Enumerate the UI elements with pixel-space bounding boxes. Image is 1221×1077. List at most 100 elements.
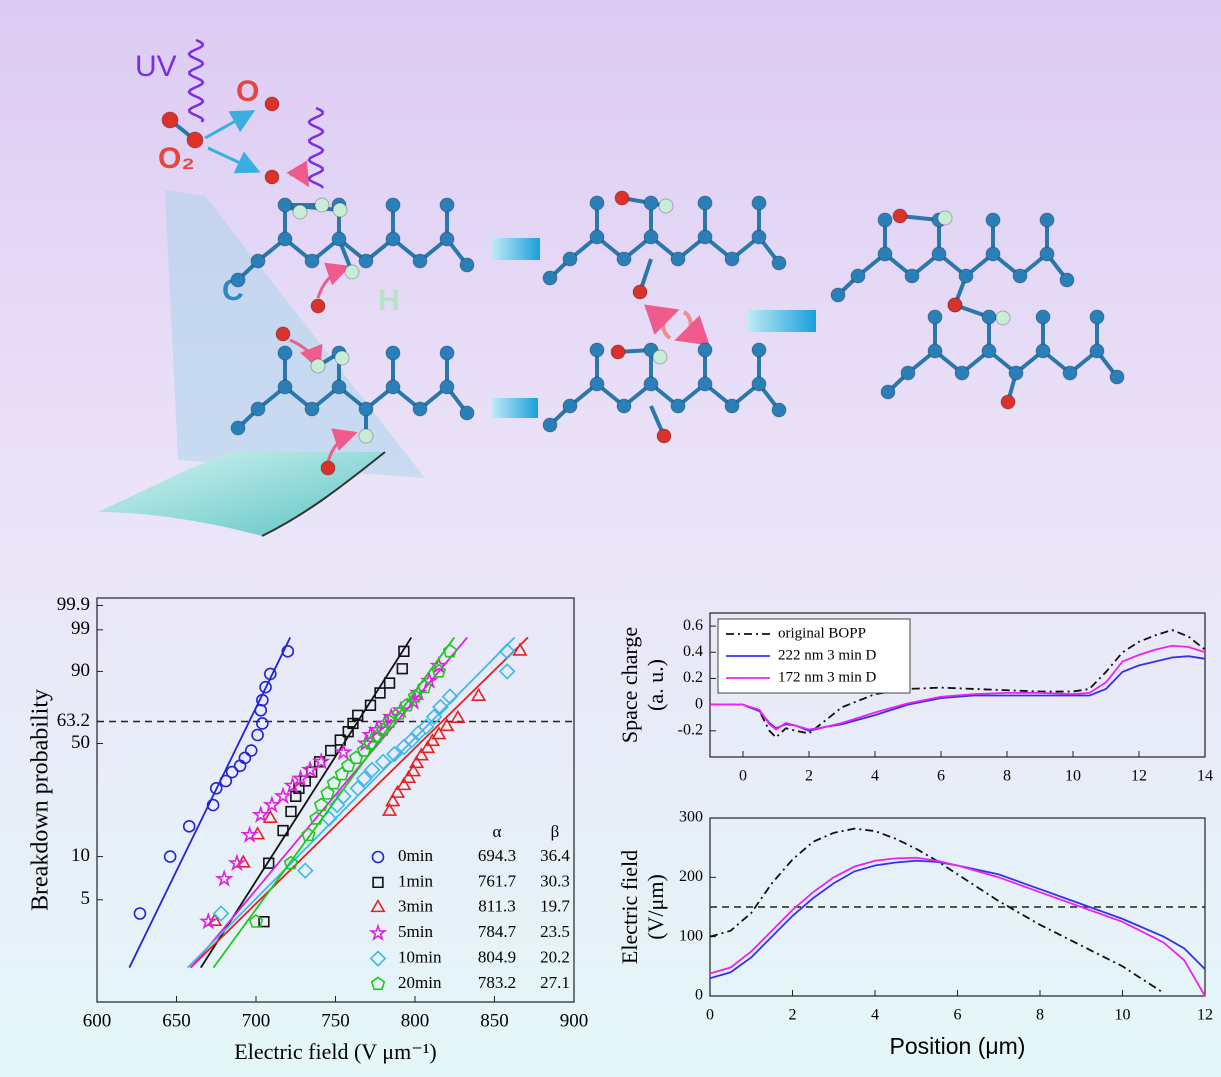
page: UV O O₂ C H 6006507007508008509005105063… xyxy=(0,0,1221,1077)
atom xyxy=(386,198,400,212)
x-axis-title: Position (μm) xyxy=(890,1033,1026,1059)
atom xyxy=(1060,273,1074,287)
atom xyxy=(752,196,766,210)
legend-beta: 20.2 xyxy=(540,948,570,967)
legend-label: 3min xyxy=(398,897,433,916)
y-tick-label: 63.2 xyxy=(57,710,90,731)
atom xyxy=(278,346,292,360)
atom xyxy=(653,350,667,364)
atom xyxy=(332,232,346,246)
legend-label: 1min xyxy=(398,871,433,890)
atom xyxy=(413,254,427,268)
atom xyxy=(440,380,454,394)
atom xyxy=(265,170,279,184)
y-tick-label: 50 xyxy=(71,732,90,753)
atom xyxy=(1001,395,1015,409)
atom xyxy=(1110,370,1124,384)
y-tick-label: 0.4 xyxy=(683,643,703,660)
y-tick-label: 99.9 xyxy=(57,594,90,615)
atom xyxy=(315,198,329,212)
atom xyxy=(671,399,685,413)
atom xyxy=(1090,344,1104,358)
atom xyxy=(359,402,373,416)
atom xyxy=(1040,213,1054,227)
atom xyxy=(251,254,265,268)
atom xyxy=(440,346,454,360)
x-tick-label: 6 xyxy=(937,768,945,785)
atom xyxy=(932,247,946,261)
atom xyxy=(617,252,631,266)
y-axis-title: (V/μm) xyxy=(643,874,668,940)
legend-beta: 36.4 xyxy=(540,846,570,865)
atom xyxy=(986,213,1000,227)
atom xyxy=(659,199,673,213)
y-axis-title: (a. u.) xyxy=(643,659,668,711)
atom xyxy=(251,402,265,416)
legend-label: original BOPP xyxy=(778,625,866,641)
atom xyxy=(725,252,739,266)
legend-alpha: 811.3 xyxy=(478,897,516,916)
x-tick-label: 900 xyxy=(560,1010,589,1031)
atom xyxy=(671,252,685,266)
legend-header: α xyxy=(493,822,502,841)
atom xyxy=(948,298,962,312)
legend-alpha: 804.9 xyxy=(478,948,516,967)
y-tick-label: -0.2 xyxy=(678,721,703,738)
y-tick-label: 5 xyxy=(81,888,91,909)
atom xyxy=(563,252,577,266)
x-tick-label: 700 xyxy=(242,1010,271,1031)
legend-label: 222 nm 3 min D xyxy=(778,647,877,663)
atom xyxy=(644,196,658,210)
x-tick-label: 14 xyxy=(1197,768,1213,785)
y-axis-title: Breakdown probability xyxy=(28,689,54,911)
atom xyxy=(752,343,766,357)
atom xyxy=(335,351,349,365)
atom xyxy=(986,247,1000,261)
hydrogen-label: H xyxy=(378,284,400,317)
legend-label: 10min xyxy=(398,948,442,967)
atom xyxy=(657,429,671,443)
legend-alpha: 694.3 xyxy=(478,846,516,865)
atom xyxy=(611,345,625,359)
atom xyxy=(590,230,604,244)
reaction-arrow xyxy=(492,238,540,260)
x-tick-label: 10 xyxy=(1115,1007,1131,1024)
x-tick-label: 2 xyxy=(805,768,813,785)
atom xyxy=(413,402,427,416)
atom xyxy=(698,377,712,391)
uv-label: UV xyxy=(135,50,177,83)
atom xyxy=(955,366,969,380)
legend-alpha: 784.7 xyxy=(478,922,517,941)
atom xyxy=(698,196,712,210)
x-tick-label: 8 xyxy=(1003,768,1011,785)
legend-beta: 27.1 xyxy=(540,973,570,992)
atom xyxy=(359,429,373,443)
atom xyxy=(386,232,400,246)
x-tick-label: 2 xyxy=(789,1007,797,1024)
x-tick-label: 4 xyxy=(871,768,879,785)
atom xyxy=(1040,247,1054,261)
atom xyxy=(617,399,631,413)
atom xyxy=(460,258,474,272)
atom xyxy=(928,310,942,324)
atom xyxy=(982,344,996,358)
atom xyxy=(928,344,942,358)
x-tick-label: 600 xyxy=(83,1010,112,1031)
legend-label: 0min xyxy=(398,846,433,865)
atom xyxy=(278,232,292,246)
atom xyxy=(938,211,952,225)
atom xyxy=(543,271,557,285)
legend-beta: 30.3 xyxy=(540,871,570,890)
legend-header: β xyxy=(551,822,560,841)
atom xyxy=(543,418,557,432)
x-tick-label: 850 xyxy=(480,1010,509,1031)
x-tick-label: 800 xyxy=(401,1010,430,1031)
y-tick-label: 0 xyxy=(695,695,703,712)
atom xyxy=(359,254,373,268)
y-tick-label: 200 xyxy=(679,868,703,885)
x-tick-label: 8 xyxy=(1036,1007,1044,1024)
atom xyxy=(321,461,335,475)
legend-beta: 19.7 xyxy=(540,897,570,916)
y-tick-label: 0.2 xyxy=(683,669,703,686)
legend-alpha: 783.2 xyxy=(478,973,516,992)
